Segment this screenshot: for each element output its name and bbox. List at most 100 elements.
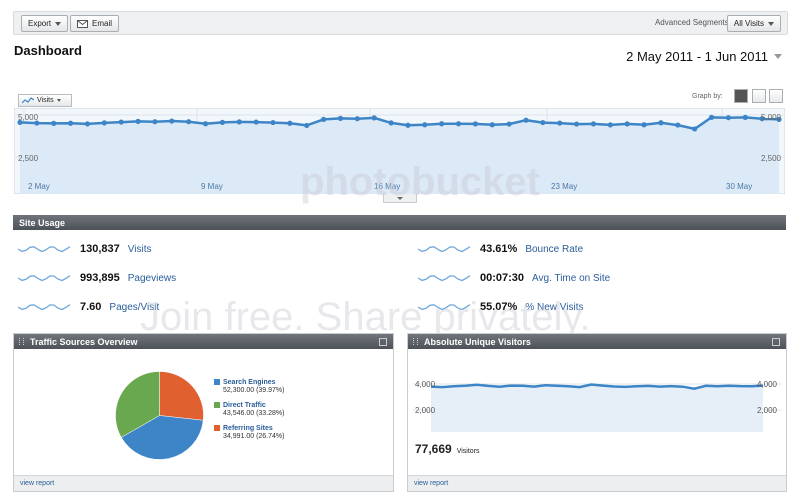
visits-data-point[interactable] (253, 119, 259, 125)
usage-metric-link[interactable]: Avg. Time on Site (532, 272, 611, 284)
usage-metric-link[interactable]: Visits (127, 243, 152, 255)
visits-data-point[interactable] (439, 121, 445, 127)
visits-data-point[interactable] (776, 116, 782, 122)
visits-data-point[interactable] (304, 122, 310, 129)
visits-data-point[interactable] (354, 116, 360, 122)
close-icon[interactable] (772, 338, 780, 346)
visits-data-point[interactable] (725, 115, 732, 121)
visits-data-point[interactable] (574, 121, 580, 127)
usage-metric-link[interactable]: Bounce Rate (525, 243, 584, 255)
visits-data-point[interactable] (624, 121, 630, 127)
visits-data-point[interactable] (34, 120, 40, 126)
visits-data-point[interactable] (84, 121, 91, 127)
y-tick-label-right: 2,000 (757, 406, 778, 415)
visits-data-point[interactable] (523, 117, 529, 123)
chevron-down-icon (397, 196, 403, 200)
visits-data-point[interactable] (68, 120, 74, 126)
visits-data-point[interactable] (489, 122, 495, 128)
visits-data-point[interactable] (540, 119, 546, 126)
visits-data-point[interactable] (455, 121, 462, 127)
legend-item[interactable]: Referring Sites 34,991.00 (26.74%) (214, 425, 285, 441)
visits-data-point[interactable] (118, 119, 124, 125)
date-range-picker[interactable]: 2 May 2011 - 1 Jun 2011 (626, 49, 782, 64)
x-tick-label: 30 May (726, 182, 752, 191)
unique-visitors-header[interactable]: Absolute Unique Visitors (408, 334, 786, 349)
usage-metric-value: 43.61% (480, 243, 518, 255)
export-button[interactable]: Export (21, 15, 69, 32)
visits-data-point[interactable] (472, 121, 478, 127)
visits-data-point[interactable] (658, 120, 664, 126)
traffic-sources-panel: Traffic Sources Overview Search Engines 5… (13, 333, 394, 492)
visits-data-point[interactable] (337, 115, 344, 121)
visits-data-point[interactable] (506, 121, 512, 127)
visits-data-point[interactable] (557, 120, 563, 126)
visits-data-point[interactable] (51, 120, 57, 126)
metric-label: Visits (37, 97, 54, 104)
visits-data-point[interactable] (590, 121, 597, 127)
visits-data-point[interactable] (422, 122, 428, 128)
visits-line-chart: 5,000 2,500 5,000 2,500 2 May 9 May 16 May… (14, 108, 785, 194)
visits-area (20, 117, 779, 194)
visits-data-point[interactable] (152, 119, 158, 125)
visitors-line (430, 383, 764, 390)
visits-data-point[interactable] (708, 114, 715, 120)
visits-data-point[interactable] (321, 116, 327, 122)
usage-metric-value: 130,837 (80, 243, 120, 255)
visits-data-point[interactable] (692, 126, 698, 132)
visits-data-point[interactable] (169, 118, 175, 124)
visits-data-point[interactable] (742, 114, 748, 120)
visits-data-point[interactable] (287, 120, 293, 126)
drag-handle-icon[interactable] (19, 338, 24, 345)
visits-data-point[interactable] (101, 120, 107, 126)
legend-item[interactable]: Search Engines 52,300.00 (39.97%) (214, 379, 285, 395)
y-tick-label-right: 2,500 (761, 154, 782, 163)
x-tick-label: 2 May (28, 182, 50, 191)
site-usage-header: Site Usage (13, 215, 786, 230)
legend-value: 43,546.00 (33.28%) (223, 410, 285, 417)
usage-metric-link[interactable]: % New Visits (525, 301, 584, 313)
visits-data-point[interactable] (371, 115, 377, 121)
unique-visitors-line-chart: 4,000 2,000 4,000 2,000 (413, 380, 781, 432)
visits-data-point[interactable] (17, 119, 23, 125)
page-title: Dashboard (14, 43, 82, 58)
legend-value: 34,991.00 (26.74%) (223, 433, 285, 440)
close-icon[interactable] (379, 338, 387, 346)
graph-by-label: Graph by: (692, 93, 723, 100)
visits-data-point[interactable] (236, 119, 242, 125)
visits-data-point[interactable] (202, 121, 209, 127)
sparkline-icon (18, 275, 71, 282)
sparkline-icon (418, 246, 471, 253)
graph-by-week-icon[interactable] (752, 89, 766, 103)
visits-data-point[interactable] (641, 122, 647, 128)
visits-data-point[interactable] (270, 119, 276, 126)
pie-slice[interactable] (120, 415, 204, 460)
traffic-view-report-link[interactable]: view report (14, 475, 393, 491)
pie-slice[interactable] (115, 371, 160, 438)
pie-slice[interactable] (159, 371, 204, 421)
visits-data-point[interactable] (405, 122, 411, 128)
visits-data-point[interactable] (219, 119, 225, 125)
legend-item[interactable]: Direct Traffic 43,546.00 (33.28%) (214, 402, 285, 418)
visits-data-point[interactable] (186, 119, 192, 125)
metric-select[interactable]: Visits (18, 94, 72, 107)
visits-data-point[interactable] (135, 118, 141, 124)
email-button[interactable]: Email (70, 15, 120, 32)
segments-select[interactable]: All Visits (726, 15, 781, 32)
visits-data-point[interactable] (675, 122, 681, 128)
date-range-text: 2 May 2011 - 1 Jun 2011 (626, 49, 768, 64)
drag-handle-icon[interactable] (413, 338, 418, 345)
visitors-view-report-link[interactable]: view report (408, 475, 786, 491)
chart-collapse-toggle[interactable] (383, 194, 417, 203)
y-tick-label-right: 5,000 (761, 113, 782, 122)
graph-by-day-icon[interactable] (734, 89, 748, 103)
chevron-down-icon (774, 54, 782, 59)
usage-metric-link[interactable]: Pages/Visit (109, 301, 160, 313)
unique-visitors-panel: Absolute Unique Visitors 4,000 2,000 4,0… (407, 333, 787, 492)
segments-value: All Visits (733, 19, 764, 28)
visits-data-point[interactable] (759, 116, 765, 122)
graph-by-month-icon[interactable] (769, 89, 783, 103)
visits-data-point[interactable] (388, 120, 394, 126)
visits-data-point[interactable] (607, 122, 613, 128)
traffic-sources-header[interactable]: Traffic Sources Overview (14, 334, 393, 349)
usage-metric-link[interactable]: Pageviews (127, 272, 177, 284)
